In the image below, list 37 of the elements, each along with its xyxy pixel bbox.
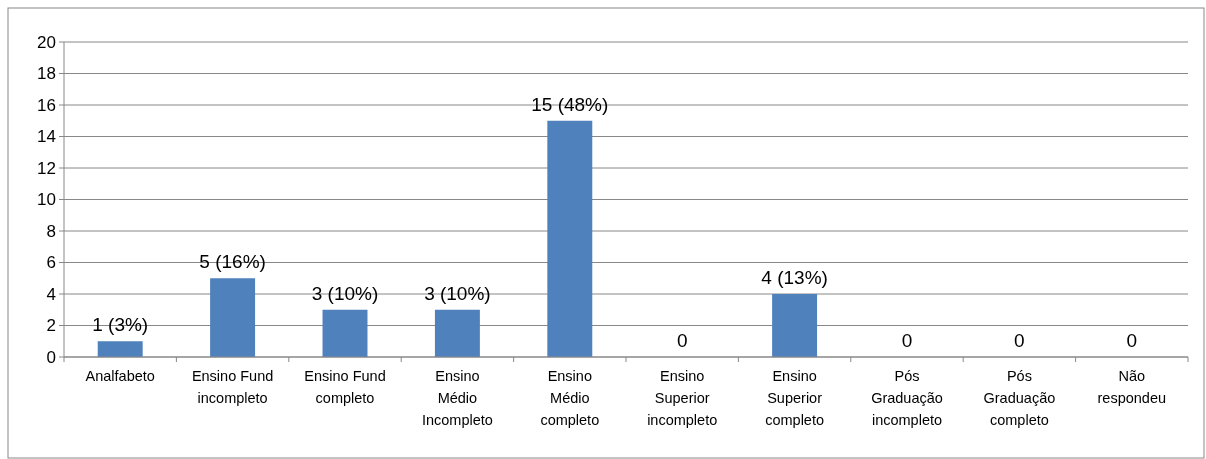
y-tick-label: 10 — [37, 190, 56, 210]
bar — [210, 278, 256, 357]
data-label: 3 (10%) — [424, 282, 491, 304]
data-label: 5 (16%) — [199, 251, 266, 273]
bar — [772, 294, 818, 357]
x-tick-label: Ensino Superior completo — [765, 368, 825, 428]
data-label: 0 — [1014, 330, 1025, 351]
x-tick-label: Ensino Médio completo — [540, 368, 600, 428]
x-tick-label: Ensino Médio Incompleto — [421, 368, 493, 428]
y-tick-label: 2 — [46, 316, 56, 336]
data-label: 4 (13%) — [761, 267, 828, 288]
x-tick-label: Ensino Fund incompleto — [191, 368, 274, 406]
data-label: 0 — [676, 330, 688, 351]
bar — [547, 120, 593, 357]
bar — [97, 341, 143, 357]
y-tick-label: 8 — [46, 221, 56, 241]
bar — [322, 309, 368, 357]
y-tick-label: 0 — [46, 347, 56, 367]
x-tick-label: Não respondeu — [1097, 368, 1167, 406]
data-label: 1 (3%) — [92, 314, 149, 336]
x-tick-label: Pós Graduação incompleto — [871, 368, 943, 428]
x-tick-label: Pós Graduação completo — [983, 368, 1056, 428]
data-label: 15 (48%) — [531, 93, 609, 115]
x-tick-label: Ensino Superior incompleto — [647, 368, 718, 428]
y-tick-label: 20 — [37, 32, 56, 52]
x-tick-label: Analfabeto — [85, 368, 155, 384]
data-label: 0 — [1126, 330, 1138, 351]
y-tick-label: 12 — [37, 158, 56, 178]
data-label: 3 (10%) — [311, 282, 379, 304]
y-tick-label: 14 — [37, 127, 56, 147]
y-tick-label: 4 — [46, 284, 56, 304]
data-label: 0 — [901, 330, 913, 351]
y-tick-label: 6 — [46, 253, 56, 273]
bar — [434, 309, 480, 357]
y-tick-label: 16 — [37, 95, 56, 115]
y-tick-label: 18 — [37, 64, 56, 84]
x-tick-label: Ensino Fund completo — [304, 368, 386, 406]
